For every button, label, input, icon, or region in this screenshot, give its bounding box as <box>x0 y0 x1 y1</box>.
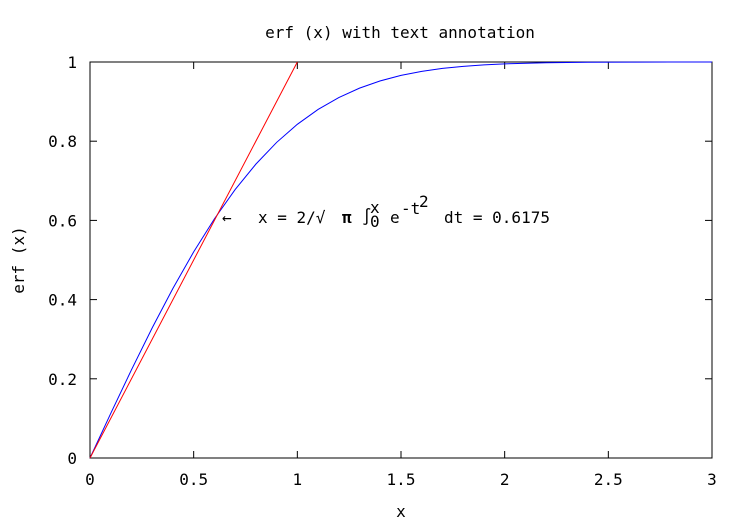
y-axis-label: erf (x) <box>9 226 28 293</box>
x-axis-label: x <box>396 502 406 521</box>
annotation-int-lower: 0 <box>370 212 380 231</box>
x-tick-label: 0.5 <box>179 470 208 489</box>
annotation-lhs: x = 2/√ <box>258 208 326 227</box>
annotation-exp-power: 2 <box>419 192 429 211</box>
axis-tick-labels: 0 0.5 1 1.5 2 2.5 3 0 0.2 0.4 0.6 0.8 1 <box>48 53 717 489</box>
annotation-int-upper: x <box>370 198 380 217</box>
annotation-tail: dt = 0.6175 <box>444 208 550 227</box>
x-tick-label: 1 <box>293 470 303 489</box>
annotation-integral: ∫ <box>362 207 372 226</box>
x-tick-label: 2 <box>500 470 510 489</box>
tangent-line <box>89 61 298 459</box>
annotation-e: e <box>390 208 400 227</box>
y-tick-label: 0.6 <box>48 211 77 230</box>
plot-frame <box>89 61 713 459</box>
y-tick-label: 0.8 <box>48 132 77 151</box>
erf-curve-line <box>89 61 713 459</box>
annotation-pi: π <box>342 208 352 227</box>
annotation-arrow: ← <box>222 208 232 227</box>
x-tick-label: 3 <box>707 470 717 489</box>
x-tick-label: 1.5 <box>387 470 416 489</box>
chart-title: erf (x) with text annotation <box>265 23 535 42</box>
annotation-exponent: -t <box>401 199 420 218</box>
y-tick-label: 0 <box>67 449 77 468</box>
axis-ticks <box>89 61 713 459</box>
annotation: ← x = 2/√ π ∫ x 0 e -t 2 dt = 0.6175 <box>222 192 550 231</box>
y-tick-label: 0.2 <box>48 370 77 389</box>
y-tick-label: 1 <box>67 53 77 72</box>
x-tick-label: 0 <box>85 470 95 489</box>
y-tick-label: 0.4 <box>48 291 77 310</box>
series-layer <box>89 61 713 459</box>
x-tick-label: 2.5 <box>594 470 623 489</box>
